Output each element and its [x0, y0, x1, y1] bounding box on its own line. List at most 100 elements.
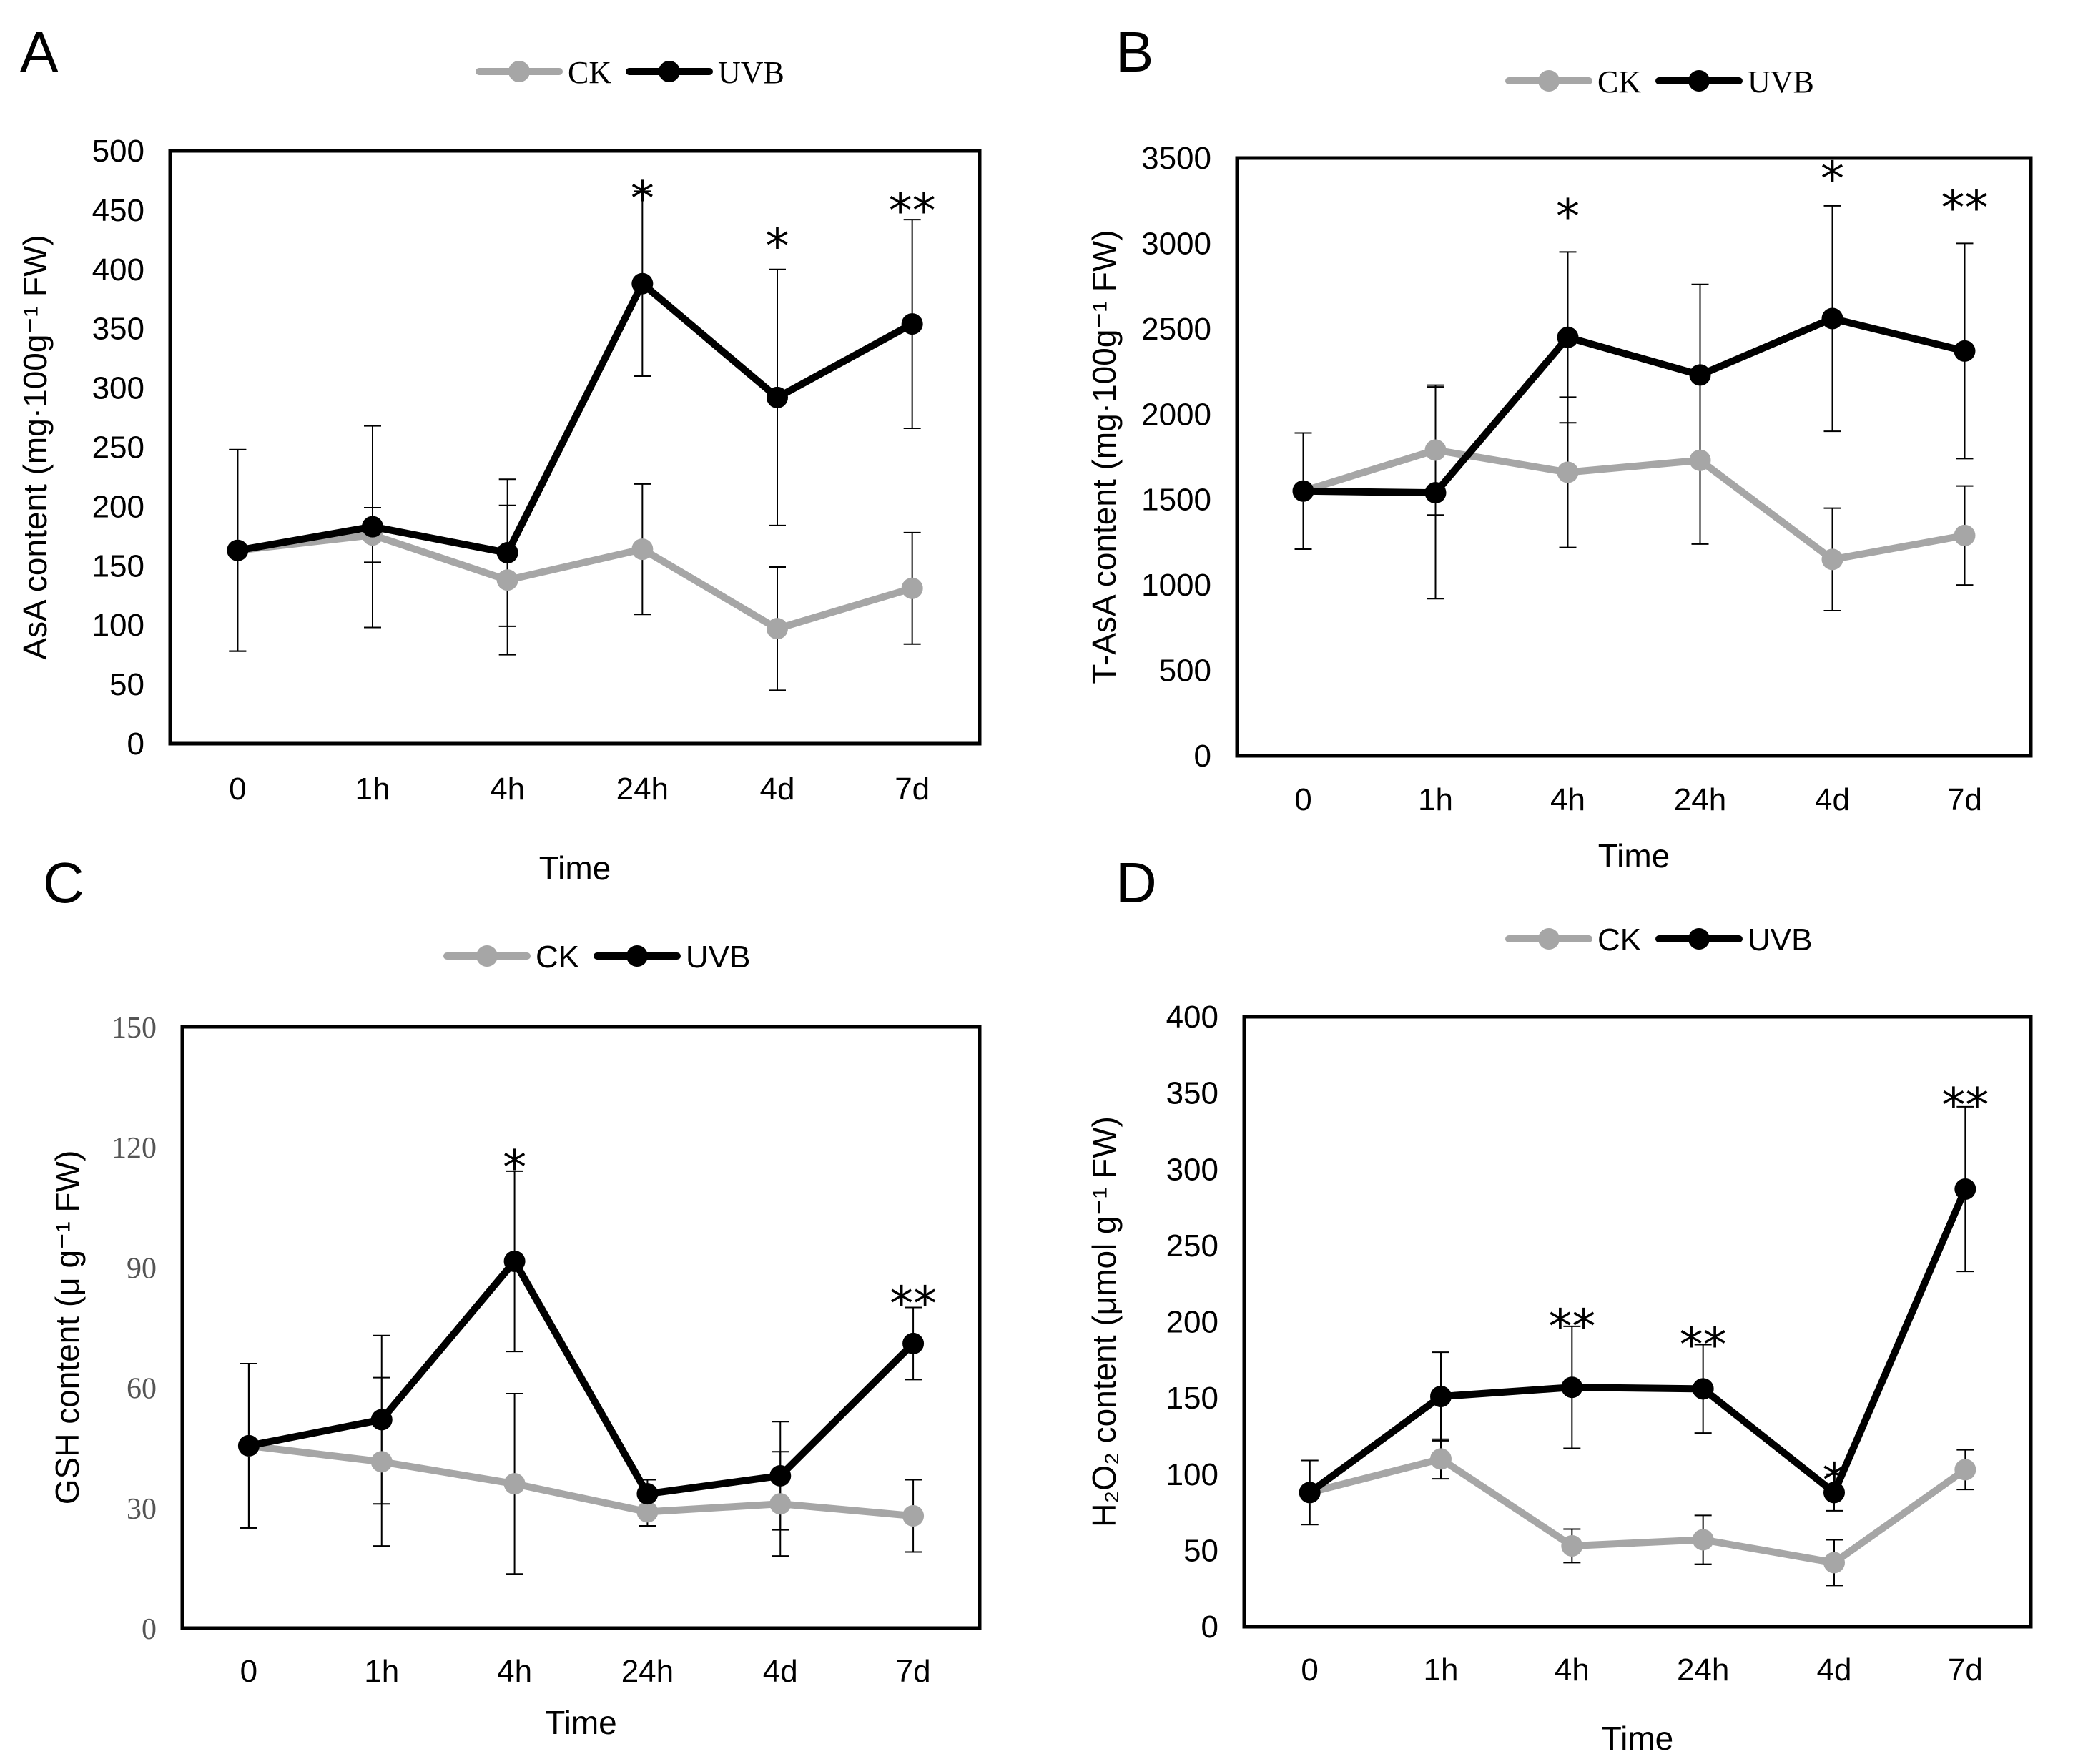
data-point-ck — [636, 1501, 659, 1523]
panel-letter: D — [1116, 851, 1157, 915]
data-point-uvb — [496, 542, 518, 564]
data-point-uvb — [362, 516, 383, 538]
data-point-uvb — [767, 386, 788, 408]
plot-area-frame — [168, 149, 982, 746]
series-line-uvb — [1299, 315, 1969, 497]
data-point-uvb — [901, 313, 923, 335]
y-tick-label: 0 — [1194, 739, 1211, 774]
data-point-ck — [503, 1473, 526, 1495]
y-tick-label: 3500 — [1141, 141, 1211, 176]
legend: CK UVB — [1505, 922, 1812, 957]
plot-area-frame — [180, 1025, 982, 1630]
data-point-ck — [1689, 449, 1711, 471]
series-line-uvb — [245, 1257, 917, 1498]
y-tick-label: 400 — [92, 252, 144, 287]
series-line-uvb — [1306, 1185, 1969, 1497]
significance-marker: ** — [1941, 1078, 1989, 1133]
x-tick-label: 4h — [1550, 782, 1585, 817]
legend-label-uvb: UVB — [1748, 922, 1812, 957]
panel-a-chart: A 0 50 100 150 200 250 300 350 400 450 500 0 1h 4h 24h 4… — [16, 20, 982, 887]
y-tick-label: 350 — [1166, 1076, 1218, 1111]
data-point-uvb — [1823, 1482, 1845, 1504]
legend-label-ck: CK — [1597, 64, 1641, 99]
y-tick-label: 2500 — [1141, 312, 1211, 347]
y-tick-label: 500 — [92, 134, 144, 169]
data-point-uvb — [1954, 340, 1976, 362]
data-point-uvb — [1424, 482, 1447, 504]
error-bars-ck — [229, 448, 921, 691]
data-point-ck — [769, 1493, 792, 1515]
data-point-uvb — [769, 1464, 792, 1487]
y-axis-title: GSH content (μ g⁻¹ FW) — [49, 1150, 86, 1505]
x-tick-label: 0 — [1294, 782, 1311, 817]
y-tick-label: 0 — [127, 726, 144, 762]
significance-marker: ** — [889, 183, 936, 238]
legend-label-ck: CK — [568, 55, 611, 90]
y-tick-label: 250 — [1166, 1228, 1218, 1263]
error-bars-uvb — [1294, 205, 1974, 600]
x-tick-label: 7d — [1947, 782, 1982, 817]
panel-letter: B — [1116, 20, 1153, 84]
data-point-ck — [1954, 1459, 1976, 1481]
data-point-uvb — [1561, 1376, 1583, 1399]
x-tick-label: 4h — [490, 772, 525, 807]
panel-letter: C — [43, 851, 84, 915]
x-tick-label: 1h — [1418, 782, 1453, 817]
panel-letter: A — [20, 20, 59, 84]
x-axis-title: Time — [539, 849, 611, 887]
y-tick-label: 0 — [1201, 1610, 1218, 1645]
y-axis-title: T-AsA content (mg·100g⁻¹ FW) — [1085, 230, 1123, 684]
legend: CK UVB — [476, 55, 784, 90]
y-tick-label: 300 — [92, 371, 144, 406]
y-tick-label: 400 — [1166, 1000, 1218, 1035]
data-point-uvb — [636, 1483, 659, 1505]
x-tick-label: 7d — [895, 772, 930, 807]
legend: CK UVB — [1505, 64, 1814, 99]
x-tick-label: 0 — [229, 772, 246, 807]
significance-marker: * — [1823, 1453, 1846, 1508]
series-line-ck — [234, 531, 916, 633]
data-point-ck — [1954, 524, 1976, 546]
y-tick-label: 150 — [92, 548, 144, 583]
data-point-ck — [1424, 439, 1447, 461]
y-tick-label: 150 — [1166, 1381, 1218, 1416]
x-tick-label: 24h — [1674, 782, 1726, 817]
data-point-uvb — [237, 1434, 260, 1457]
x-tick-label: 0 — [240, 1654, 257, 1689]
y-tick-label: 30 — [127, 1493, 157, 1526]
data-point-uvb — [1692, 1378, 1714, 1400]
y-tick-label: 250 — [92, 430, 144, 465]
data-point-uvb — [902, 1332, 925, 1354]
x-tick-label: 0 — [1301, 1652, 1318, 1687]
panel-c-chart: C 0 30 60 90 120 150 0 1h 4h 24h 4d 7d Time GSH conten… — [43, 851, 982, 1741]
data-point-uvb — [1299, 1482, 1321, 1504]
data-point-uvb — [1292, 480, 1314, 502]
data-point-ck — [901, 577, 923, 599]
data-point-uvb — [1430, 1385, 1452, 1407]
legend-label-ck: CK — [536, 940, 579, 975]
significance-marker: ** — [1548, 1299, 1595, 1354]
data-point-uvb — [1954, 1178, 1976, 1200]
significance-marker: * — [503, 1140, 526, 1195]
y-tick-label: 200 — [1166, 1305, 1218, 1340]
plot-area-frame — [1242, 1015, 2033, 1629]
legend-swatch-marker-ck — [1538, 928, 1560, 950]
x-tick-label: 1h — [355, 772, 390, 807]
series-line-uvb — [234, 280, 916, 557]
legend-swatch-marker-ck — [1538, 70, 1560, 92]
x-tick-label: 7d — [896, 1654, 931, 1689]
significance-marker: * — [1556, 189, 1580, 244]
x-tick-label: 1h — [364, 1654, 399, 1689]
data-point-ck — [1692, 1529, 1714, 1551]
legend-swatch-marker-uvb — [626, 945, 648, 967]
y-tick-label: 50 — [1183, 1533, 1218, 1568]
error-bars-ck — [1301, 1438, 1974, 1587]
y-axis-title: AsA content (mg·100g⁻¹ FW) — [16, 235, 54, 659]
significance-marker: ** — [890, 1276, 937, 1331]
data-point-uvb — [227, 539, 249, 561]
significance-marker: * — [1821, 152, 1844, 207]
x-tick-label: 1h — [1424, 1652, 1459, 1687]
plot-area-frame — [1235, 156, 2033, 758]
error-bars-uvb — [1301, 1105, 1974, 1526]
panel-b-chart: B 0 500 1000 1500 2000 2500 3000 3500 0 1h 4h 24h 4d 7… — [1085, 20, 2033, 874]
